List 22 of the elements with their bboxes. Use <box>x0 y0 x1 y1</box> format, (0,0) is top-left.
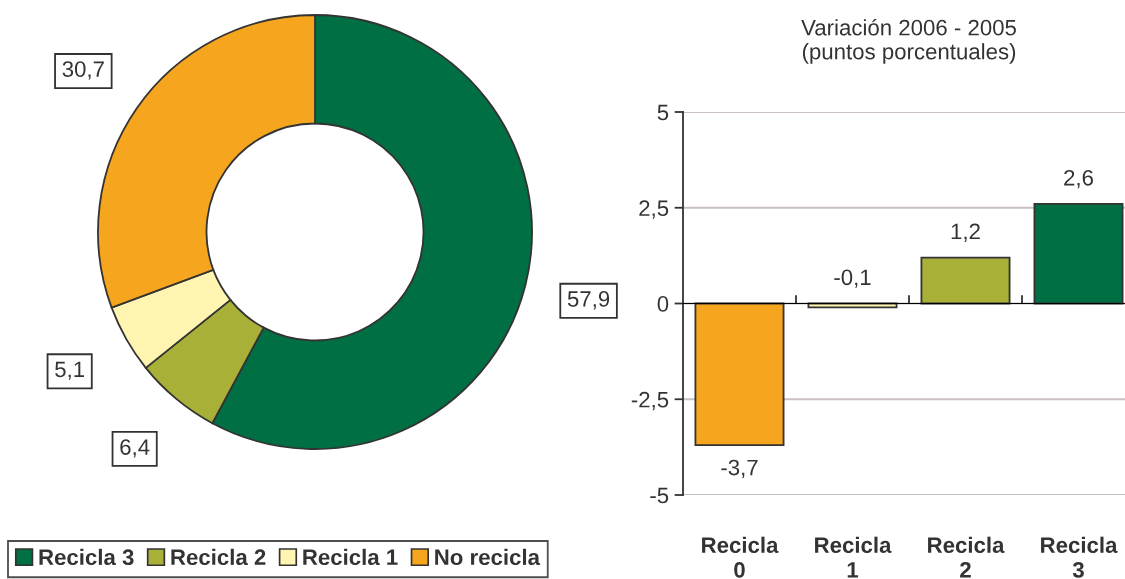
bar <box>694 302 785 447</box>
data-label: 5,1 <box>55 361 85 380</box>
data-label: 1,2 <box>951 223 980 242</box>
y-tick-label: 2,5 <box>639 200 669 219</box>
bar <box>920 256 1011 305</box>
data-label: -0,1 <box>834 269 871 288</box>
x-tick-label: Recicla 2 <box>928 536 1005 578</box>
x-tick-label: Recicla 3 <box>1041 536 1118 578</box>
y-tick-label: -2,5 <box>631 391 669 411</box>
data-label: 6,4 <box>120 439 150 458</box>
x-tick-label: Recicla 0 <box>702 536 779 578</box>
data-label: 30,7 <box>62 61 104 80</box>
y-tick-label: 0 <box>657 296 669 312</box>
bar <box>1033 203 1124 305</box>
y-tick-label: 5 <box>657 104 669 121</box>
y-tick-label: -5 <box>650 487 669 504</box>
x-tick-label: Recicla 1 <box>815 536 892 578</box>
data-label: 57,9 <box>567 291 610 310</box>
data-label: -3,7 <box>721 459 758 479</box>
legend-label: No recicla <box>435 548 541 566</box>
data-label: 2,6 <box>1064 169 1093 189</box>
chart-title: Variación 2006 - 2005 (puntos porcentuales) <box>801 18 1016 64</box>
